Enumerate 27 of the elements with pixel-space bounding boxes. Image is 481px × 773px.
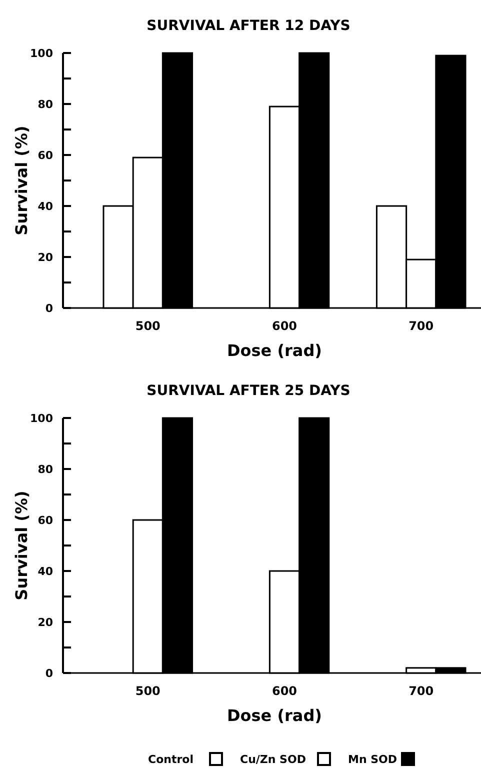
x-axis-title: Dose (rad) — [227, 341, 322, 360]
x-tick-label: 700 — [408, 319, 434, 333]
y-tick-label: 20 — [38, 616, 54, 629]
x-tick-label: 600 — [272, 319, 298, 333]
y-axis-title: Survival (%) — [12, 126, 31, 236]
legend-label: Cu/Zn SOD — [240, 753, 306, 766]
y-tick-label: 60 — [38, 148, 54, 162]
x-axis-title: Dose (rad) — [227, 706, 322, 725]
y-axis-title: Survival (%) — [12, 490, 31, 600]
x-tick-label: 700 — [408, 684, 434, 698]
x-tick-label: 500 — [135, 319, 160, 333]
y-tick-label: 40 — [38, 564, 54, 578]
y-tick-label: 100 — [30, 412, 54, 425]
x-tick-label: 500 — [135, 684, 160, 698]
chart-title: SURVIVAL AFTER 25 DAYS — [146, 383, 350, 399]
y-tick-label: 0 — [45, 666, 54, 680]
legend-label: Mn SOD — [348, 753, 398, 766]
legend-label: Control — [148, 753, 194, 766]
y-tick-label: 80 — [38, 462, 54, 476]
chart-title: SURVIVAL AFTER 12 DAYS — [146, 18, 350, 34]
y-tick-label: 40 — [38, 200, 54, 213]
y-tick-label: 80 — [38, 98, 54, 111]
y-tick-label: 20 — [38, 250, 54, 264]
y-tick-label: 60 — [38, 514, 54, 527]
y-tick-label: 0 — [45, 302, 54, 315]
y-tick-label: 100 — [30, 46, 54, 60]
x-tick-label: 600 — [272, 684, 298, 698]
